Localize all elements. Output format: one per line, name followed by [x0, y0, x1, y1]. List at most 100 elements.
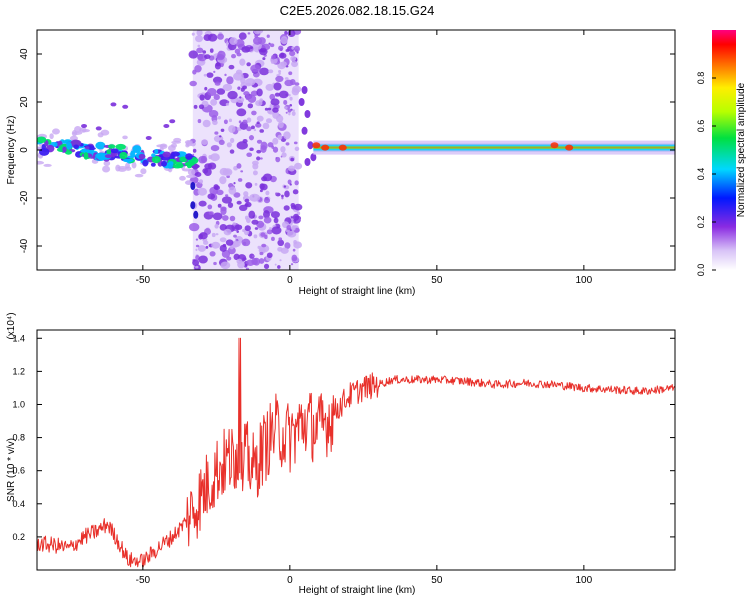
noise-blob — [198, 104, 205, 110]
noise-blob — [250, 90, 259, 97]
noise-blob — [197, 245, 206, 252]
tone-blob — [110, 148, 119, 154]
noise-blob — [195, 244, 200, 248]
noise-blob — [289, 103, 293, 107]
tone-blob — [95, 141, 106, 150]
noise-blob — [192, 69, 197, 75]
noise-blob — [196, 30, 203, 36]
colorbar: 0.0 0.2 0.4 0.6 0.8 Normalized spectral ampl… — [696, 30, 747, 276]
noise-blob — [234, 48, 241, 54]
noise-blob — [288, 165, 296, 172]
tone-blob — [185, 153, 193, 160]
tone-blob — [37, 136, 47, 144]
transition-blob — [190, 182, 196, 190]
noise-blob — [292, 189, 299, 195]
steady-tone-core — [313, 146, 675, 150]
noise-blob — [193, 104, 198, 109]
noise-blob — [267, 111, 272, 114]
tone-blob — [145, 136, 152, 140]
colorbar-label: Normalized spectral amplitude — [736, 82, 747, 217]
noise-blob — [207, 204, 213, 210]
noise-blob — [242, 228, 246, 233]
noise-blob — [234, 224, 243, 231]
x-tick-label: 100 — [576, 275, 593, 286]
noise-blob — [238, 32, 247, 40]
tone-blob — [73, 144, 79, 149]
noise-blob — [243, 191, 249, 197]
noise-blob — [196, 47, 204, 54]
y-tick-label: 0.2 — [12, 532, 25, 542]
y-tick-label: 1.4 — [12, 333, 25, 343]
noise-blob — [259, 189, 263, 193]
noise-blob — [246, 117, 252, 123]
noise-blob — [291, 88, 300, 96]
noise-blob — [283, 131, 291, 140]
noise-blob — [263, 263, 270, 269]
noise-blob — [201, 139, 208, 146]
noise-blob — [290, 55, 297, 62]
noise-blob — [203, 167, 212, 177]
noise-blob — [259, 183, 265, 190]
noise-blob — [278, 69, 282, 73]
y-tick-label: 0 — [19, 147, 30, 153]
tone-blob — [162, 151, 171, 158]
noise-blob — [280, 247, 289, 254]
noise-blob — [225, 194, 229, 197]
tone-halo — [74, 125, 82, 133]
noise-blob — [246, 217, 251, 224]
noise-blob — [228, 125, 236, 133]
noise-blob — [246, 62, 251, 67]
noise-blob — [285, 49, 290, 52]
noise-blob — [259, 251, 264, 256]
noise-blob — [204, 86, 208, 91]
noise-blob — [220, 207, 227, 215]
tone-blob — [171, 151, 180, 157]
noise-blob — [217, 33, 224, 40]
noise-blob — [220, 128, 225, 132]
noise-blob — [244, 198, 250, 203]
transition-blob — [307, 141, 314, 150]
tone-halo — [140, 168, 147, 175]
noise-blob — [222, 168, 233, 176]
noise-blob — [274, 263, 277, 266]
noise-blob — [292, 109, 295, 112]
noise-blob — [215, 233, 219, 236]
noise-blob — [256, 115, 264, 122]
noise-blob — [226, 256, 232, 261]
noise-blob — [290, 263, 294, 266]
noise-blob — [254, 182, 258, 186]
tone-blob — [110, 102, 117, 107]
spectrogram-y-axis-label: Frequency (Hz) — [6, 116, 17, 185]
noise-blob — [203, 73, 207, 77]
noise-blob — [227, 246, 236, 255]
steady-tone-peak — [312, 142, 321, 149]
noise-blob — [250, 64, 261, 73]
noise-blob — [264, 107, 269, 111]
y-tick-label: 0.4 — [12, 499, 25, 509]
noise-blob — [292, 248, 296, 252]
noise-blob — [237, 178, 243, 182]
noise-blob — [188, 222, 200, 232]
noise-blob — [275, 192, 278, 195]
noise-blob — [289, 50, 296, 57]
noise-blob — [227, 202, 234, 208]
noise-blob — [294, 180, 299, 186]
noise-blob — [237, 86, 240, 90]
noise-blob — [192, 259, 200, 267]
noise-blob — [218, 139, 225, 146]
noise-blob — [238, 204, 248, 212]
transition-blob — [190, 201, 196, 210]
noise-blob — [256, 88, 263, 97]
noise-blob — [219, 237, 227, 243]
x-tick-label: 100 — [576, 575, 593, 586]
noise-blob — [233, 192, 241, 198]
noise-blob — [236, 96, 245, 104]
tone-blob — [138, 153, 146, 160]
noise-blob — [194, 171, 202, 177]
snr-x-axis-label: Height of straight line (km) — [299, 585, 416, 596]
noise-blob — [249, 46, 253, 50]
noise-blob — [200, 155, 208, 164]
y-tick-label: -40 — [19, 238, 30, 253]
noise-blob — [231, 54, 237, 59]
noise-blob — [247, 94, 257, 103]
